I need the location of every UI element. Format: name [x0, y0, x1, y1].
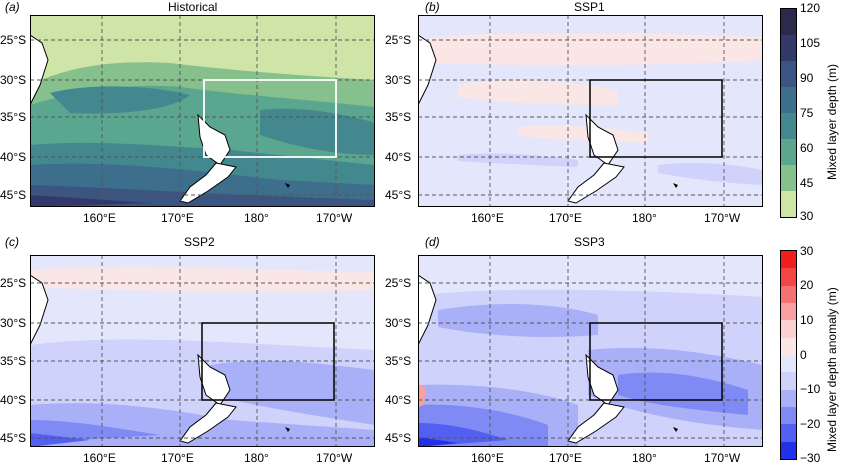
colorbar-swatch [781, 372, 796, 390]
lon-tick: 180° [632, 211, 657, 225]
colorbar-swatch [781, 285, 796, 303]
colorbar-swatch [781, 354, 796, 373]
lat-tick: 25°S [385, 276, 412, 290]
lat-tick: 40°S [385, 393, 412, 407]
lon-tick: 170°W [316, 211, 353, 225]
panel-ssp1 [418, 15, 763, 207]
lat-tick: 40°S [0, 150, 27, 164]
lat-tick: 45°S [385, 431, 412, 445]
lon-tick: 170°W [316, 451, 353, 465]
panel-ssp3 [418, 255, 763, 447]
map-historical [30, 15, 375, 207]
colorbar-swatch [781, 35, 796, 61]
panel-c-label: (c) [5, 235, 19, 249]
lat-tick: 30°S [0, 73, 27, 87]
lon-tick: 160°E [83, 451, 116, 465]
colorbar-swatch [781, 165, 796, 191]
panel-a-label: (a) [5, 0, 20, 14]
lon-tick: 170°W [704, 211, 741, 225]
colorbar-anomaly-tick: −10 [800, 382, 821, 396]
colorbar-anomaly-label: Mixed layer depth anomaly (m) [825, 287, 839, 452]
panel-historical [30, 15, 375, 207]
lat-tick: 45°S [0, 431, 27, 445]
panel-d-label: (d) [425, 235, 440, 249]
lat-tick: 25°S [0, 276, 27, 290]
colorbar-swatch [781, 9, 796, 35]
colorbar-anomaly-tick: −20 [800, 417, 821, 431]
colorbar-anomaly [780, 250, 797, 460]
map-ssp2 [30, 255, 375, 447]
lat-tick: 45°S [0, 188, 27, 202]
panel-a-title: Historical [168, 0, 218, 14]
colorbar-depth-tick: 30 [800, 209, 814, 223]
panel-ssp2 [30, 255, 375, 447]
colorbar-depth-label: Mixed layer depth (m) [825, 63, 839, 180]
panel-b-label: (b) [425, 0, 440, 14]
colorbar-depth-tick: 45 [800, 176, 814, 190]
colorbar-swatch [781, 302, 796, 321]
colorbar-depth-tick: 75 [800, 106, 814, 120]
lat-tick: 40°S [385, 150, 412, 164]
colorbar-swatch [781, 191, 796, 217]
panel-b-title: SSP1 [574, 0, 605, 14]
lon-tick: 180° [244, 211, 269, 225]
lon-tick: 180° [632, 451, 657, 465]
colorbar-swatch [781, 139, 796, 165]
lat-tick: 35°S [385, 354, 412, 368]
lat-tick: 35°S [0, 110, 27, 124]
lon-tick: 170°E [161, 211, 194, 225]
lat-tick: 35°S [0, 354, 27, 368]
lon-tick: 170°W [704, 451, 741, 465]
colorbar-anomaly-tick: −30 [800, 451, 821, 465]
colorbar-swatch [781, 337, 796, 355]
lon-tick: 160°E [471, 211, 504, 225]
colorbar-anomaly-tick: 30 [800, 244, 814, 258]
lat-tick: 30°S [385, 316, 412, 330]
colorbar-swatch [781, 441, 796, 459]
lon-tick: 170°E [161, 451, 194, 465]
lon-tick: 160°E [471, 451, 504, 465]
panel-c-title: SSP2 [184, 235, 215, 249]
lat-tick: 25°S [385, 33, 412, 47]
lon-tick: 170°E [549, 451, 582, 465]
lon-tick: 180° [244, 451, 269, 465]
colorbar-depth-tick: 105 [800, 36, 821, 50]
lat-tick: 25°S [0, 33, 27, 47]
colorbar-anomaly-tick: 20 [800, 278, 814, 292]
lat-tick: 45°S [385, 188, 412, 202]
colorbar-swatch [781, 389, 796, 407]
colorbar-depth-tick: 60 [800, 141, 814, 155]
colorbar-depth-tick: 120 [800, 1, 821, 15]
colorbar-anomaly-tick: 10 [800, 313, 814, 327]
lon-tick: 160°E [83, 211, 116, 225]
colorbar-swatch [781, 320, 796, 338]
colorbar-depth-tick: 90 [800, 71, 814, 85]
colorbar-swatch [781, 268, 796, 286]
colorbar-swatch [781, 424, 796, 442]
colorbar-swatch [781, 251, 796, 269]
colorbar-depth [780, 8, 797, 218]
lat-tick: 30°S [0, 316, 27, 330]
colorbar-swatch [781, 61, 796, 87]
colorbar-anomaly-tick: 0 [800, 348, 807, 362]
lon-tick: 170°E [549, 211, 582, 225]
lat-tick: 30°S [385, 73, 412, 87]
lat-tick: 35°S [385, 110, 412, 124]
map-ssp3 [418, 255, 763, 447]
colorbar-swatch [781, 406, 796, 425]
colorbar-swatch [781, 113, 796, 139]
map-ssp1 [418, 15, 763, 207]
colorbar-swatch [781, 87, 796, 113]
lat-tick: 40°S [0, 393, 27, 407]
panel-d-title: SSP3 [574, 235, 605, 249]
